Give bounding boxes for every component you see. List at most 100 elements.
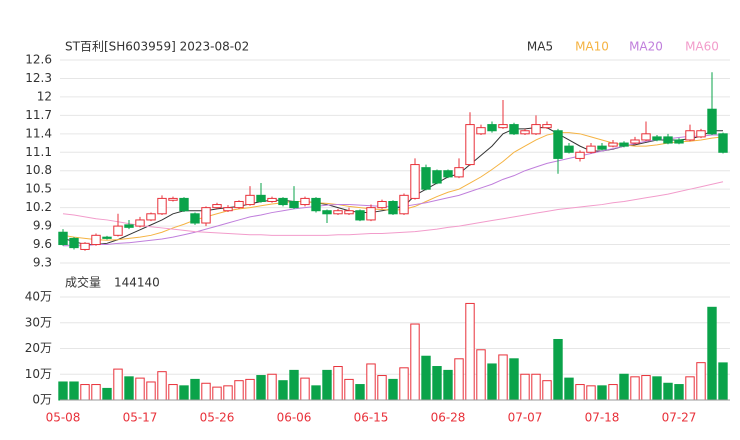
volume-bar [586,385,596,401]
y-tick-label: 9.6 [33,237,52,251]
y-tick-label: 0万 [32,393,52,407]
volume-bar [696,362,706,401]
volume-bar [113,368,123,401]
candle-body [707,108,717,135]
candle-body [102,236,112,239]
volume-bar [256,375,266,401]
volume-bar [102,387,112,401]
legend-entry: MA60 [685,40,719,54]
volume-bar [212,386,222,401]
candle-body [586,145,596,153]
volume-bar [267,373,277,401]
candle-body [69,237,79,249]
x-tick-label: 05-26 [200,411,235,425]
candle-body [685,130,695,141]
candle-body [278,197,288,206]
candle-body [91,234,101,246]
candle-body [421,167,431,190]
candle-body [399,194,409,215]
volume-bar [366,363,376,401]
y-tick-label: 12 [37,89,52,103]
volume-bar [289,369,299,401]
candle-body [454,167,464,178]
volume-bar [311,385,321,401]
volume-bar [124,376,134,401]
volume-bar [388,378,398,401]
ma-line [63,134,723,247]
candle-body [157,197,167,215]
candle-body [531,124,541,135]
volume-bar [630,376,640,401]
y-tick-label: 20万 [25,341,52,355]
candle-body [443,170,453,178]
volume-bar [619,373,629,401]
candle-body [267,197,277,202]
x-tick-label: 06-06 [277,411,312,425]
volume-bar [278,380,288,401]
volume-bar [542,380,552,401]
volume-bar [91,384,101,401]
candle-body [641,133,651,141]
volume-bar [520,373,530,401]
volume-bar [179,385,189,401]
y-tick-label: 11.1 [25,145,52,159]
candle-body [124,224,134,228]
volume-bar [344,378,354,401]
volume-bar [322,369,332,401]
candle-body [168,197,178,201]
candle-body [674,139,684,144]
legend-entry: MA5 [527,40,553,54]
y-tick-label: 12.3 [25,71,52,85]
volume-bar [575,384,585,401]
candle-body [135,219,145,227]
candle-body [696,130,706,138]
volume-bar [201,382,211,401]
y-tick-label: 10万 [25,367,52,381]
volume-bar [168,384,178,401]
candle-body [476,127,486,135]
volume-bar [300,377,310,401]
candle-body [597,145,607,150]
volume-bar [190,378,200,401]
volume-title: 成交量 [65,275,101,290]
volume-bar [652,376,662,401]
x-tick-label: 07-27 [662,411,697,425]
candle-body [113,225,123,236]
candle-body [377,200,387,209]
x-tick-label: 07-18 [585,411,620,425]
volume-bar [553,338,563,401]
volume-bar [157,371,167,401]
candle-body [223,207,233,212]
volume-bar [58,381,68,401]
volume-bar [674,384,684,401]
chart-title: ST百利[SH603959] 2023-08-02 [65,40,249,54]
candle-body [234,200,244,209]
volume-bar [146,381,156,401]
candle-body [201,207,211,224]
legend-entry: MA10 [575,40,609,54]
volume-bar [597,385,607,401]
volume-bar [410,323,420,401]
candle-body [608,142,618,147]
ma-line [62,181,724,236]
volume-bar [663,382,673,401]
volume-bar [223,385,233,401]
candle-body [432,170,442,184]
candle-body [630,139,640,144]
volume-bar [531,373,541,401]
candle-body [465,124,475,166]
candle-body [146,213,156,221]
volume-bar [245,378,255,401]
y-tick-label: 9.9 [33,219,52,233]
volume-bar [80,384,90,401]
y-tick-label: 12.6 [25,53,52,67]
candle-body [344,210,354,215]
x-tick-label: 06-28 [431,411,466,425]
x-tick-label: 06-15 [354,411,389,425]
candle-body [718,133,728,153]
volume-last-value: 144140 [114,276,160,290]
candle-body [212,204,222,209]
candle-body [652,136,662,141]
volume-bar [707,306,717,401]
